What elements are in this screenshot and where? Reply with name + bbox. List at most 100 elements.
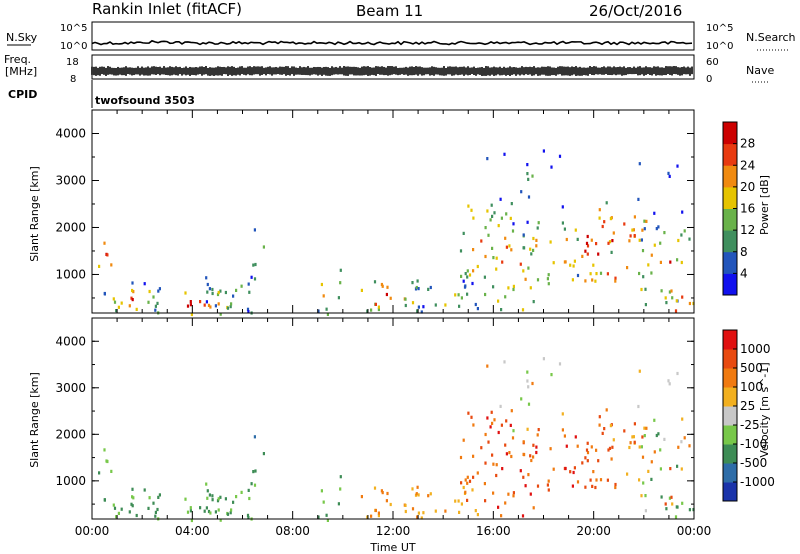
range-cell xyxy=(653,418,656,422)
colorbar-tick-label: 16 xyxy=(740,202,755,216)
colorbar-swatch xyxy=(723,444,737,464)
range-cell xyxy=(503,360,506,364)
range-cell xyxy=(669,467,672,471)
range-cell xyxy=(572,264,575,268)
range-cell xyxy=(640,238,643,242)
range-cell xyxy=(638,238,641,242)
colorbar-tick-label: 100 xyxy=(740,380,763,394)
range-cell xyxy=(532,455,535,459)
range-cell xyxy=(526,370,529,374)
range-cell xyxy=(500,216,503,220)
range-cell xyxy=(535,244,538,248)
range-cell xyxy=(614,276,617,280)
range-cell xyxy=(605,408,608,412)
range-cell xyxy=(199,506,202,510)
range-cell xyxy=(586,459,589,463)
range-cell xyxy=(247,488,250,492)
range-cell xyxy=(131,495,134,499)
range-cell xyxy=(512,284,515,288)
range-cell xyxy=(462,279,465,283)
range-cell xyxy=(581,461,584,465)
range-cell xyxy=(642,275,645,279)
range-cell xyxy=(512,222,515,226)
range-cell xyxy=(586,244,590,248)
range-cell xyxy=(633,440,636,444)
range-cell xyxy=(681,417,684,421)
range-cell xyxy=(339,487,342,491)
range-cell xyxy=(154,308,157,312)
range-cell xyxy=(472,423,475,427)
range-cell xyxy=(434,303,437,307)
range-cell xyxy=(504,295,507,299)
range-cell xyxy=(660,495,663,499)
range-cell xyxy=(248,290,251,294)
range-cell xyxy=(552,261,555,265)
range-cell xyxy=(571,278,574,282)
range-cell xyxy=(487,233,490,237)
range-cell xyxy=(644,287,647,291)
range-cell xyxy=(542,149,545,153)
range-cell xyxy=(552,467,555,471)
range-cell xyxy=(219,289,222,293)
range-cell xyxy=(668,382,671,386)
range-cell xyxy=(326,518,329,522)
range-cell xyxy=(640,287,643,292)
range-cell xyxy=(664,296,667,300)
xtick-label: 12:00 xyxy=(376,524,411,538)
range-cell xyxy=(207,509,211,514)
range-cell xyxy=(370,514,373,518)
range-cell xyxy=(504,443,507,447)
range-cell xyxy=(500,514,503,518)
range-cell xyxy=(598,208,601,212)
range-cell xyxy=(468,479,472,483)
range-cell xyxy=(664,502,667,506)
range-cell xyxy=(230,508,233,512)
range-cell xyxy=(601,431,604,435)
range-cell xyxy=(189,509,192,513)
range-cell xyxy=(467,411,470,415)
range-cell xyxy=(680,260,683,265)
range-cell xyxy=(377,307,380,312)
range-cell xyxy=(500,308,503,312)
range-cell xyxy=(535,450,538,455)
range-cell xyxy=(638,369,641,373)
range-cell xyxy=(226,306,230,310)
range-cell xyxy=(203,509,206,513)
range-cell xyxy=(480,239,483,243)
range-cell xyxy=(542,357,545,361)
time-xlabel: Time UT xyxy=(369,541,415,554)
range-cell xyxy=(112,297,115,301)
colorbar-tick-label: 8 xyxy=(740,245,748,259)
range-cell xyxy=(546,483,549,487)
range-cell xyxy=(586,234,589,239)
range-cell xyxy=(530,252,533,256)
colorbar-tick-label: -1000 xyxy=(740,475,775,489)
range-cell xyxy=(650,253,653,257)
range-cell xyxy=(235,288,238,292)
range-cell xyxy=(608,446,612,450)
range-cell xyxy=(411,281,414,285)
range-cell xyxy=(512,429,515,433)
range-cell xyxy=(148,289,151,294)
range-cell xyxy=(120,507,123,511)
range-cell xyxy=(464,478,467,482)
range-cell xyxy=(203,303,206,307)
colorbar-tick-label: 4 xyxy=(740,266,748,280)
nsky-panel xyxy=(91,21,695,51)
range-cell xyxy=(644,494,647,498)
range-cell xyxy=(614,482,617,487)
xtick-label: 00:00 xyxy=(75,524,110,538)
range-cell xyxy=(657,432,660,436)
range-cell xyxy=(472,269,475,273)
range-cell xyxy=(377,305,380,309)
range-cell xyxy=(157,495,160,499)
range-cell xyxy=(632,228,635,232)
range-cell xyxy=(206,282,209,287)
range-cell xyxy=(527,177,530,181)
range-cell xyxy=(224,290,227,295)
range-cell xyxy=(110,263,113,267)
range-cell xyxy=(154,304,157,308)
range-cell xyxy=(325,513,328,517)
range-cell xyxy=(671,502,674,506)
